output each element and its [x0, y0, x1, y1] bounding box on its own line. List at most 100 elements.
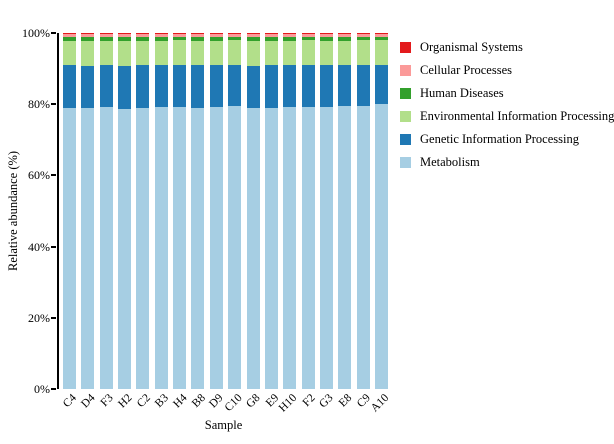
bar-B8 — [191, 33, 205, 389]
bar-segment — [81, 34, 95, 37]
bar-segment — [228, 105, 242, 389]
bar-segment — [154, 34, 168, 37]
y-tick-label: 40% — [28, 239, 50, 254]
bar-segment — [356, 65, 370, 106]
y-axis-title: Relative abundance (%) — [6, 150, 20, 272]
y-tick-mark — [51, 245, 56, 248]
bar-segment — [99, 40, 113, 66]
bar-segment — [228, 36, 242, 41]
legend-label: Environmental Information Processing — [420, 109, 614, 123]
bar-segment — [319, 33, 333, 35]
bar-segment — [264, 40, 278, 66]
x-tick-label: H2 — [115, 392, 135, 411]
bar-segment — [246, 33, 260, 35]
bar-segment — [301, 40, 315, 66]
bar-segment — [338, 65, 352, 107]
bar-segment — [375, 33, 388, 35]
legend-swatch-icon — [400, 65, 411, 76]
bar-segment — [246, 65, 260, 109]
x-tick-label: D4 — [78, 392, 98, 411]
bar-segment — [356, 105, 370, 389]
x-tick-label: B3 — [152, 392, 171, 410]
legend-swatch-icon — [400, 157, 411, 168]
legend-swatch-icon — [400, 111, 411, 122]
bar-segment — [209, 40, 223, 66]
bar-segment — [338, 33, 352, 35]
bar-segment — [301, 65, 315, 108]
bar-segment — [63, 36, 76, 41]
legend-item: Metabolism — [400, 151, 614, 174]
bar-segment — [118, 36, 132, 41]
bar-segment — [375, 34, 388, 37]
bar-segment — [283, 34, 297, 37]
bar-segment — [319, 65, 333, 107]
bar-segment — [301, 36, 315, 41]
bar-segment — [283, 40, 297, 66]
bar-F3 — [99, 33, 113, 389]
bar-segment — [228, 33, 242, 35]
bar-segment — [356, 40, 370, 66]
legend-swatch-icon — [400, 88, 411, 99]
bar-segment — [209, 107, 223, 389]
bar-segment — [154, 40, 168, 66]
bar-segment — [99, 33, 113, 35]
legend-item: Environmental Information Processing — [400, 105, 614, 128]
bar-segment — [283, 36, 297, 41]
bar-segment — [246, 108, 260, 389]
bar-segment — [319, 36, 333, 41]
bar-segment — [154, 36, 168, 41]
legend-item: Organismal Systems — [400, 36, 614, 59]
legend-label: Human Diseases — [420, 86, 504, 100]
bar-E8 — [338, 33, 352, 389]
y-tick-mark — [51, 388, 56, 390]
bar-segment — [191, 65, 205, 108]
x-tick-label: F3 — [98, 392, 116, 410]
bar-segment — [154, 107, 168, 389]
bar-segment — [99, 65, 113, 108]
bar-segment — [173, 107, 187, 389]
bar-segment — [209, 65, 223, 108]
x-tick-label: G8 — [244, 392, 263, 411]
bar-segment — [191, 33, 205, 35]
bar-segment — [338, 106, 352, 389]
bar-segment — [81, 36, 95, 41]
legend-label: Organismal Systems — [420, 40, 523, 54]
legend-label: Genetic Information Processing — [420, 132, 579, 146]
bar-segment — [356, 34, 370, 37]
bar-H2 — [118, 33, 132, 389]
x-tick-label: D9 — [207, 392, 226, 411]
bar-H10 — [283, 33, 297, 389]
bar-D9 — [209, 33, 223, 389]
bar-segment — [375, 36, 388, 41]
bar-segment — [283, 33, 297, 35]
bar-segment — [301, 33, 315, 35]
bar-segment — [228, 34, 242, 37]
bar-segment — [375, 64, 388, 105]
bar-segment — [283, 107, 297, 389]
bar-segment — [81, 40, 95, 66]
bar-segment — [191, 36, 205, 41]
y-tick-label: 0% — [34, 382, 50, 396]
bar-C10 — [228, 33, 242, 389]
legend-label: Metabolism — [420, 155, 480, 169]
bar-segment — [63, 40, 76, 66]
bar-C2 — [136, 33, 150, 389]
bar-segment — [375, 40, 388, 65]
bar-segment — [118, 34, 132, 37]
bar-segment — [264, 65, 278, 108]
bar-segment — [136, 107, 150, 389]
x-axis-title: Sample — [204, 418, 243, 432]
bar-H4 — [173, 33, 187, 389]
bar-segment — [136, 34, 150, 37]
x-tick-label: F2 — [300, 392, 318, 410]
bar-segment — [319, 34, 333, 37]
bar-segment — [81, 33, 95, 35]
y-tick-label: 20% — [28, 310, 50, 325]
bar-segment — [81, 65, 95, 109]
bar-segment — [209, 34, 223, 37]
bar-segment — [338, 34, 352, 37]
bar-segment — [191, 34, 205, 37]
bar-segment — [136, 33, 150, 35]
y-tick-label: 60% — [28, 168, 50, 183]
bar-segment — [209, 36, 223, 41]
